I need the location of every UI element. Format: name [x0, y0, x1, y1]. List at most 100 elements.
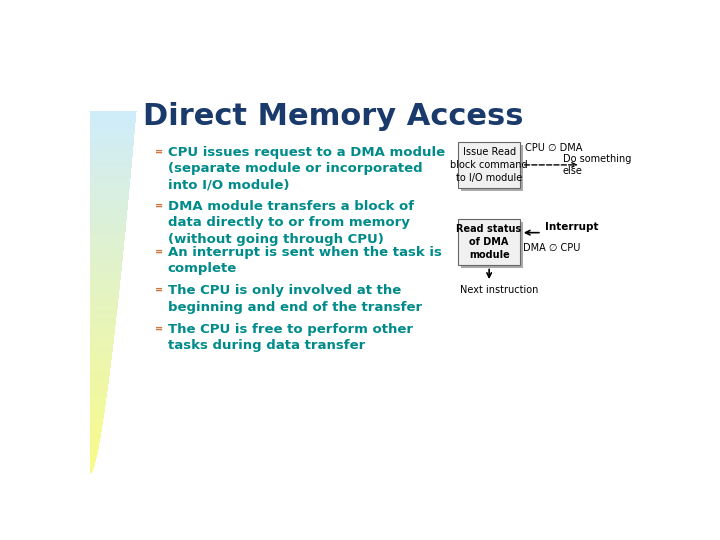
Polygon shape	[90, 302, 118, 303]
Polygon shape	[90, 395, 107, 396]
Polygon shape	[90, 298, 119, 299]
Polygon shape	[90, 227, 126, 228]
Polygon shape	[90, 213, 127, 215]
Polygon shape	[90, 288, 120, 289]
Polygon shape	[90, 194, 129, 195]
Polygon shape	[90, 249, 124, 251]
Text: Interrupt: Interrupt	[545, 222, 598, 232]
Polygon shape	[90, 248, 124, 249]
Polygon shape	[90, 199, 129, 200]
Polygon shape	[90, 451, 98, 453]
Polygon shape	[90, 218, 127, 220]
Polygon shape	[90, 333, 114, 334]
Polygon shape	[90, 411, 104, 413]
Polygon shape	[90, 205, 128, 206]
Polygon shape	[90, 367, 111, 368]
Polygon shape	[90, 388, 108, 390]
FancyBboxPatch shape	[462, 222, 523, 268]
Polygon shape	[90, 464, 95, 465]
Polygon shape	[90, 380, 109, 381]
Polygon shape	[90, 289, 120, 291]
Text: Direct Memory Access: Direct Memory Access	[143, 102, 523, 131]
Polygon shape	[90, 321, 116, 322]
Polygon shape	[90, 281, 120, 282]
Polygon shape	[90, 223, 126, 225]
Polygon shape	[90, 407, 105, 408]
Polygon shape	[90, 112, 136, 113]
Polygon shape	[90, 247, 124, 248]
Polygon shape	[90, 177, 130, 179]
Polygon shape	[90, 403, 106, 404]
Polygon shape	[90, 449, 99, 450]
Polygon shape	[90, 262, 122, 263]
Polygon shape	[90, 280, 120, 281]
Polygon shape	[90, 345, 113, 346]
Polygon shape	[90, 180, 130, 181]
Polygon shape	[90, 450, 98, 451]
Polygon shape	[90, 186, 130, 187]
Polygon shape	[90, 447, 99, 448]
Polygon shape	[90, 399, 107, 401]
Polygon shape	[90, 311, 117, 313]
Polygon shape	[90, 141, 134, 143]
Polygon shape	[90, 319, 117, 320]
Polygon shape	[90, 163, 132, 164]
Polygon shape	[90, 136, 134, 138]
Text: =: =	[155, 200, 163, 210]
Polygon shape	[90, 238, 125, 239]
Polygon shape	[90, 428, 102, 429]
Polygon shape	[90, 455, 97, 456]
Polygon shape	[90, 375, 109, 376]
Polygon shape	[90, 156, 132, 157]
Polygon shape	[90, 146, 133, 147]
Polygon shape	[90, 190, 130, 191]
Polygon shape	[90, 374, 109, 375]
Polygon shape	[90, 357, 112, 359]
Polygon shape	[90, 409, 105, 410]
Polygon shape	[90, 445, 99, 447]
Polygon shape	[90, 431, 102, 432]
Polygon shape	[90, 278, 121, 279]
Polygon shape	[90, 352, 112, 354]
Polygon shape	[90, 341, 114, 342]
Polygon shape	[90, 132, 135, 133]
Polygon shape	[90, 422, 103, 423]
Polygon shape	[90, 232, 125, 233]
Polygon shape	[90, 159, 132, 160]
Polygon shape	[90, 448, 99, 449]
Text: =: =	[155, 285, 163, 295]
Polygon shape	[90, 467, 94, 468]
Polygon shape	[90, 332, 114, 333]
Polygon shape	[90, 303, 118, 304]
Polygon shape	[90, 152, 133, 153]
Polygon shape	[90, 272, 122, 273]
Polygon shape	[90, 244, 124, 245]
Polygon shape	[90, 346, 113, 347]
Polygon shape	[90, 373, 110, 374]
Polygon shape	[90, 279, 121, 280]
Polygon shape	[90, 291, 120, 292]
Polygon shape	[90, 184, 130, 185]
Polygon shape	[90, 160, 132, 161]
Polygon shape	[90, 408, 105, 409]
Polygon shape	[90, 423, 103, 424]
Polygon shape	[90, 175, 131, 176]
Polygon shape	[90, 370, 110, 372]
Text: Do something
else: Do something else	[563, 154, 631, 176]
Polygon shape	[90, 323, 116, 325]
Text: CPU ∅ DMA: CPU ∅ DMA	[525, 143, 582, 153]
Polygon shape	[90, 206, 128, 207]
Polygon shape	[90, 359, 112, 360]
Polygon shape	[90, 234, 125, 235]
Polygon shape	[90, 457, 96, 458]
Polygon shape	[90, 435, 101, 437]
Polygon shape	[90, 207, 127, 209]
Polygon shape	[90, 193, 129, 194]
Polygon shape	[90, 197, 129, 198]
Polygon shape	[90, 325, 116, 326]
Polygon shape	[90, 381, 109, 382]
Polygon shape	[90, 154, 132, 156]
Polygon shape	[90, 468, 94, 469]
Polygon shape	[90, 318, 117, 319]
Polygon shape	[90, 392, 107, 393]
